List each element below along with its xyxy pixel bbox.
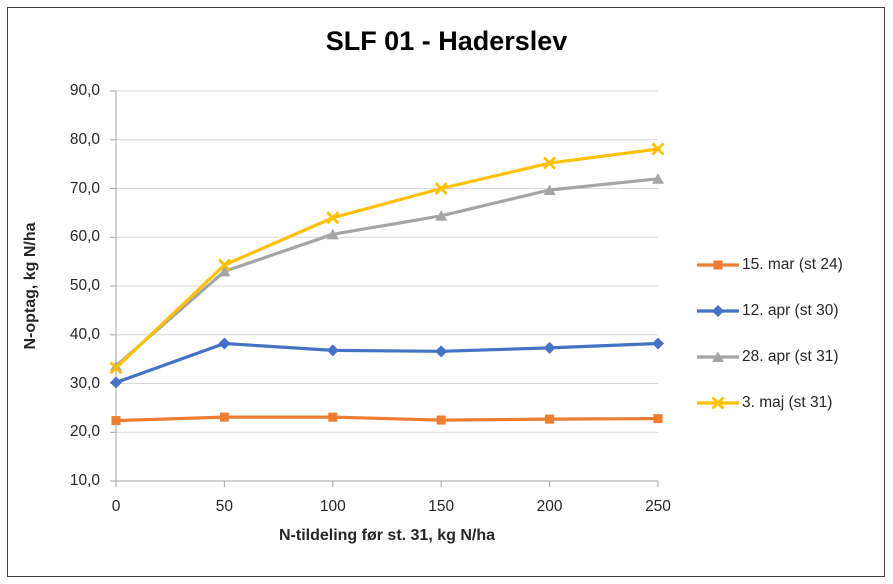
series-line[interactable] — [114, 147, 660, 370]
legend-item[interactable]: 28. apr (st 31) — [697, 344, 843, 370]
legend-label: 15. mar (st 24) — [742, 256, 843, 273]
x-marker-icon — [434, 182, 448, 195]
square-marker-icon — [219, 412, 229, 422]
x-tick-label: 50 — [215, 498, 234, 515]
x-tick-label: 100 — [319, 498, 346, 515]
legend-item[interactable]: 15. mar (st 24) — [697, 252, 843, 278]
legend-label: 12. apr (st 30) — [742, 302, 839, 319]
y-tick-label: 90,0 — [69, 82, 100, 99]
y-axis-title: N-optag, kg N/ha — [22, 222, 39, 350]
diamond-marker-icon — [326, 344, 339, 357]
x-marker-icon — [326, 211, 340, 225]
series-line[interactable] — [114, 341, 660, 385]
legend-item[interactable]: 12. apr (st 30) — [697, 298, 843, 324]
square-marker-icon — [111, 416, 121, 426]
diamond-marker-icon — [218, 337, 231, 350]
y-tick-label: 50,0 — [69, 277, 100, 294]
x-tick-label: 200 — [536, 498, 563, 515]
y-tick-label: 20,0 — [69, 423, 100, 441]
diamond-marker-icon — [712, 305, 724, 317]
y-tick-label: 40,0 — [69, 325, 100, 343]
legend-key-icon — [697, 396, 739, 410]
triangle-marker-icon — [712, 351, 724, 362]
diamond-marker-icon — [435, 345, 448, 358]
x-marker-icon — [543, 156, 557, 170]
legend-key-icon — [697, 260, 739, 270]
x-marker-icon — [711, 396, 725, 410]
x-marker-icon — [109, 361, 123, 375]
triangle-marker-icon — [435, 210, 448, 221]
diamond-marker-icon — [652, 337, 664, 350]
x-axis-title: N-tildeling før st. 31, kg N/ha — [278, 527, 496, 544]
series-line[interactable] — [114, 415, 660, 423]
legend-key-icon — [697, 351, 739, 362]
y-tick-label: 10,0 — [69, 472, 100, 489]
square-marker-icon — [328, 412, 338, 422]
x-marker-icon — [217, 258, 231, 272]
triangle-marker-icon — [326, 228, 339, 240]
diamond-marker-icon — [110, 376, 122, 389]
x-tick-label: 0 — [111, 498, 121, 515]
legend-label: 3. maj (st 31) — [742, 394, 833, 411]
y-tick-label: 60,0 — [69, 228, 100, 246]
x-tick-label: 250 — [645, 498, 671, 515]
square-marker-icon — [545, 414, 555, 424]
x-marker-icon — [651, 142, 665, 156]
square-marker-icon — [436, 415, 446, 425]
legend-label: 28. apr (st 31) — [742, 348, 839, 365]
triangle-marker-icon — [652, 173, 664, 184]
triangle-marker-icon — [543, 184, 556, 195]
square-marker-icon — [713, 260, 723, 270]
legend: 15. mar (st 24) 12. apr (st 30) 28. apr (s… — [697, 252, 843, 416]
triangle-marker-icon — [218, 265, 231, 277]
y-tick-label: 80,0 — [69, 130, 100, 148]
series-line[interactable] — [114, 177, 660, 368]
legend-item[interactable]: 3. maj (st 31) — [697, 390, 843, 416]
y-tick-label: 30,0 — [69, 374, 100, 392]
chart-title: SLF 01 - Haderslev — [325, 26, 568, 56]
y-tick-label: 70,0 — [69, 179, 100, 197]
square-marker-icon — [653, 414, 663, 424]
diamond-marker-icon — [543, 341, 556, 354]
legend-key-icon — [697, 305, 739, 317]
x-tick-label: 150 — [428, 498, 455, 515]
